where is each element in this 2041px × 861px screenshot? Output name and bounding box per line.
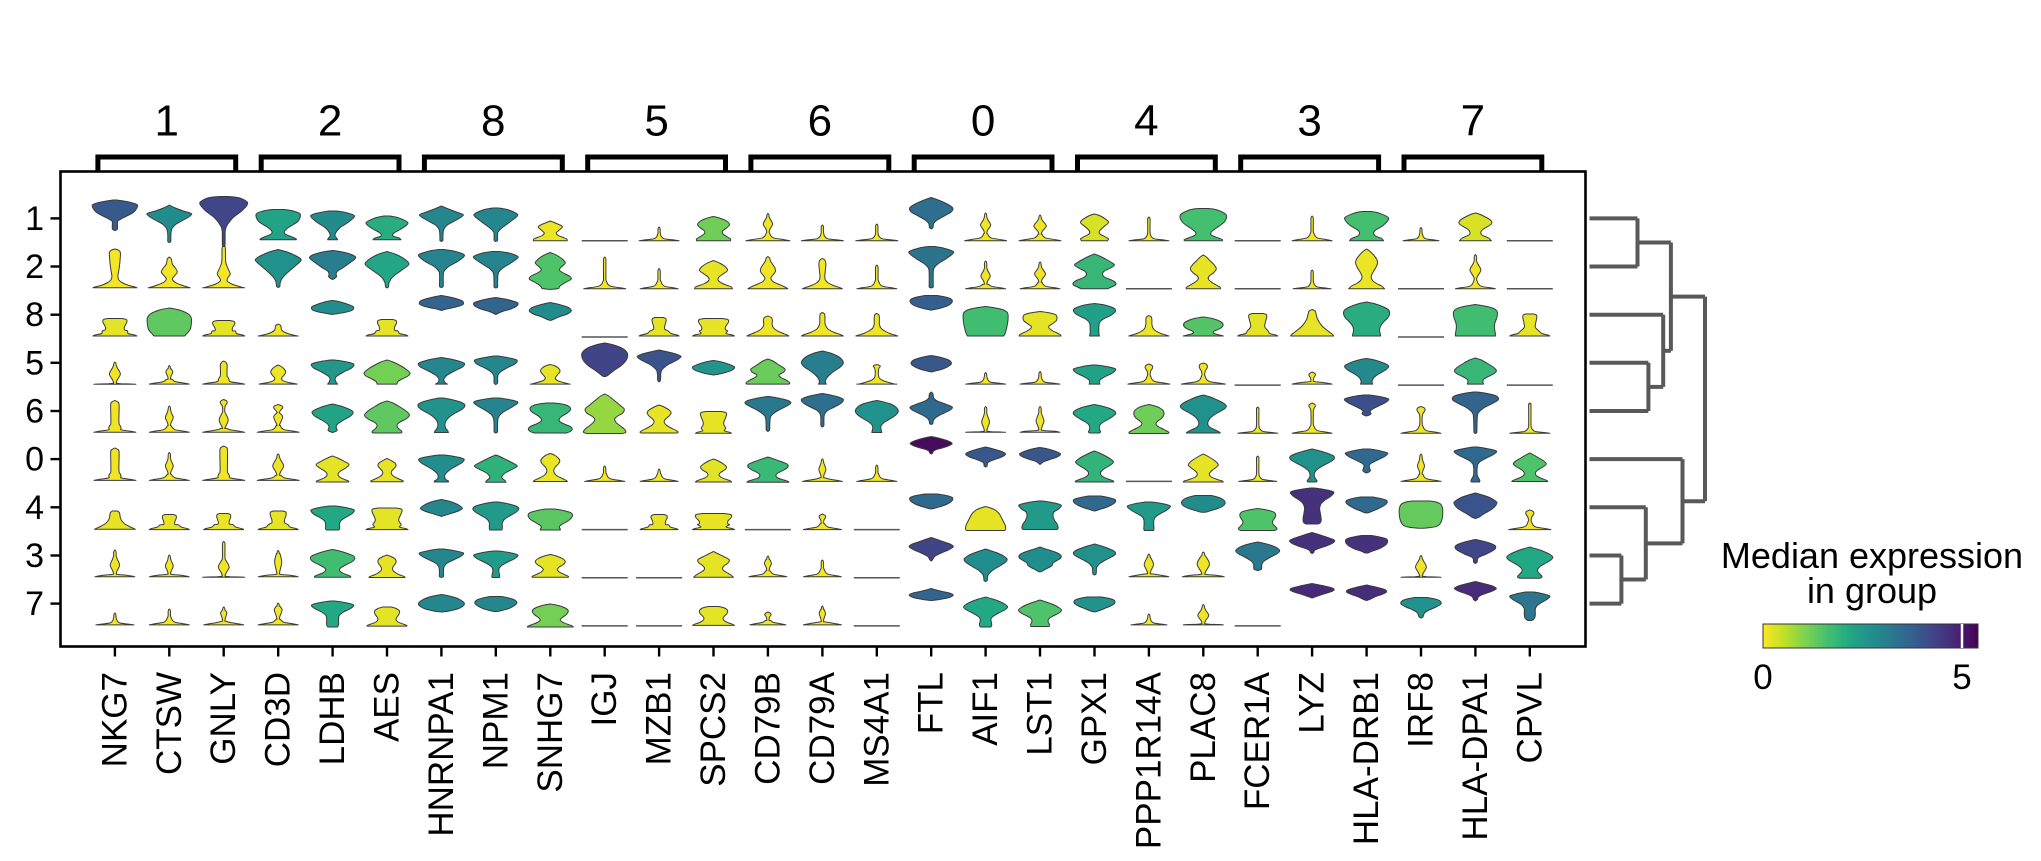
svg-text:PLAC8: PLAC8 (1184, 672, 1223, 783)
svg-text:3: 3 (1297, 97, 1321, 146)
svg-text:in group: in group (1807, 570, 1937, 611)
svg-text:FTL: FTL (912, 672, 951, 734)
svg-text:3: 3 (25, 537, 44, 575)
svg-text:8: 8 (481, 97, 505, 146)
svg-text:0: 0 (971, 97, 995, 146)
svg-text:LYZ: LYZ (1293, 672, 1332, 734)
svg-text:HLA-DRB1: HLA-DRB1 (1347, 672, 1386, 845)
svg-text:2: 2 (318, 97, 342, 146)
svg-text:IGJ: IGJ (585, 672, 624, 726)
svg-text:CTSW: CTSW (150, 672, 189, 775)
svg-text:0: 0 (1753, 658, 1772, 697)
svg-text:AIF1: AIF1 (966, 672, 1005, 746)
svg-text:NPM1: NPM1 (476, 672, 515, 769)
svg-text:HNRNPA1: HNRNPA1 (422, 672, 461, 837)
svg-text:8: 8 (25, 296, 44, 334)
svg-text:4: 4 (1134, 97, 1158, 146)
svg-text:1: 1 (155, 97, 179, 146)
svg-text:SNHG7: SNHG7 (531, 672, 570, 793)
svg-text:5: 5 (1952, 658, 1971, 697)
svg-text:4: 4 (25, 489, 44, 527)
svg-text:NKG7: NKG7 (95, 672, 134, 767)
svg-text:CPVL: CPVL (1510, 672, 1549, 763)
svg-text:IRF8: IRF8 (1402, 672, 1441, 748)
svg-text:7: 7 (25, 585, 44, 623)
svg-text:5: 5 (644, 97, 668, 146)
svg-text:GPX1: GPX1 (1075, 672, 1114, 765)
svg-text:6: 6 (25, 393, 44, 431)
svg-text:CD79B: CD79B (748, 672, 787, 785)
svg-text:PPP1R14A: PPP1R14A (1129, 671, 1168, 849)
svg-text:LDHB: LDHB (313, 672, 352, 765)
svg-text:2: 2 (25, 248, 44, 286)
svg-text:CD3D: CD3D (259, 672, 298, 767)
svg-text:HLA-DPA1: HLA-DPA1 (1456, 672, 1495, 841)
svg-text:FCER1A: FCER1A (1238, 671, 1277, 810)
svg-text:SPCS2: SPCS2 (694, 672, 733, 787)
svg-text:5: 5 (25, 344, 44, 382)
svg-text:MZB1: MZB1 (640, 672, 679, 765)
svg-text:MS4A1: MS4A1 (857, 672, 896, 787)
svg-text:AES: AES (368, 672, 407, 742)
svg-text:CD79A: CD79A (803, 671, 842, 784)
svg-text:7: 7 (1461, 97, 1485, 146)
svg-text:0: 0 (25, 441, 44, 479)
svg-text:1: 1 (25, 200, 44, 238)
svg-text:6: 6 (808, 97, 832, 146)
svg-text:Median expression: Median expression (1721, 535, 2023, 576)
svg-text:GNLY: GNLY (204, 672, 243, 765)
svg-text:LST1: LST1 (1021, 672, 1060, 756)
